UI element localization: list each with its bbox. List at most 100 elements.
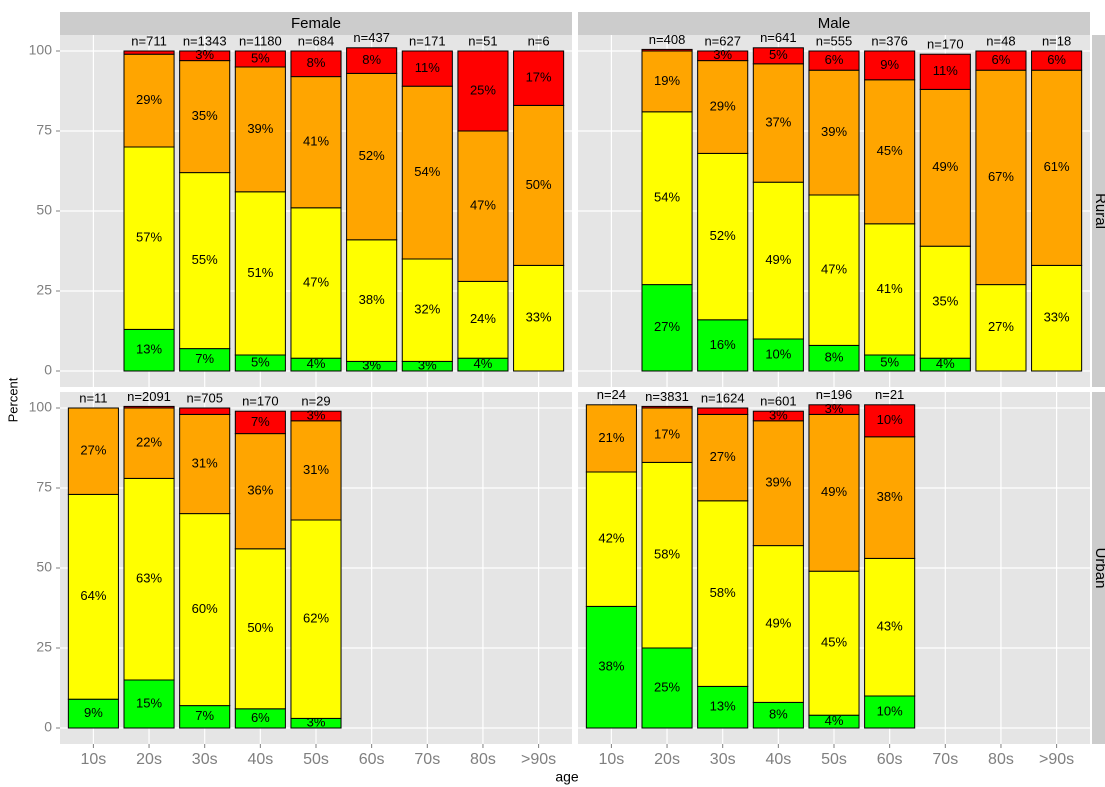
data-label: 47% (821, 262, 847, 277)
data-label: 50% (247, 620, 273, 635)
bar-segment (864, 79, 916, 225)
data-label: 8% (825, 350, 844, 365)
n-label: n=1180 (239, 33, 282, 48)
bar-segment (641, 405, 693, 409)
bar-segment (290, 519, 342, 719)
data-label: 9% (84, 705, 103, 720)
x-tick-label: 30s (710, 751, 736, 768)
data-label: 7% (195, 708, 214, 723)
data-label: 13% (136, 342, 162, 357)
n-label: n=29 (301, 394, 330, 409)
data-label: 4% (307, 356, 326, 371)
bar-segment (290, 207, 342, 359)
bar-segment (234, 50, 286, 68)
data-label: 25% (470, 82, 496, 97)
bar-segment (697, 50, 749, 62)
bar-segment (919, 53, 971, 90)
data-label: 35% (932, 294, 958, 309)
bar-segment (67, 407, 119, 495)
data-label: 31% (192, 455, 218, 470)
y-tick-label: 0 (44, 719, 52, 735)
bar-segment (752, 338, 804, 372)
bar-segment (697, 152, 749, 321)
data-label: 22% (136, 435, 162, 450)
data-label: 13% (710, 699, 736, 714)
x-tick-label: >90s (1039, 751, 1074, 768)
data-label: 6% (251, 710, 270, 725)
bar-segment (123, 328, 175, 372)
n-label: n=24 (597, 387, 626, 402)
n-label: n=705 (186, 390, 223, 405)
bar-segment (808, 413, 860, 572)
bar-segment (234, 548, 286, 710)
x-tick-label: 60s (359, 751, 385, 768)
data-label: 27% (710, 449, 736, 464)
data-label: 27% (988, 319, 1014, 334)
data-label: 9% (880, 57, 899, 72)
bar-segment (752, 63, 804, 183)
data-label: 31% (303, 462, 329, 477)
data-label: 33% (1044, 310, 1070, 325)
n-label: n=1343 (183, 33, 227, 48)
bar-segment (234, 410, 286, 435)
data-label: 61% (1044, 159, 1070, 174)
bar-segment (975, 50, 1027, 71)
x-tick-label: 60s (877, 751, 903, 768)
data-label: 11% (933, 63, 958, 78)
data-label: 57% (136, 230, 162, 245)
data-label: 10% (765, 346, 791, 361)
y-tick-label: 25 (36, 282, 52, 298)
data-label: 4% (936, 356, 955, 371)
bar-segment (401, 85, 453, 260)
bar-segment (179, 407, 231, 415)
data-label: 3% (769, 407, 788, 422)
data-label: 29% (136, 92, 162, 107)
data-label: 15% (136, 695, 162, 710)
data-label: 7% (251, 414, 270, 429)
data-label: 37% (765, 114, 791, 129)
n-label: n=196 (816, 387, 853, 402)
data-label: 64% (80, 588, 106, 603)
bar-segment (864, 557, 916, 697)
data-label: 16% (710, 337, 736, 352)
bar-segment (808, 194, 860, 346)
bar-segment (123, 477, 175, 681)
bar-segment (585, 404, 637, 473)
bar-segment (290, 410, 342, 422)
data-label: 55% (192, 252, 218, 267)
bar-segment (808, 50, 860, 71)
bar-segment (1031, 69, 1083, 266)
data-label: 39% (821, 124, 847, 139)
data-label: 19% (654, 73, 680, 88)
bar-segment (697, 413, 749, 502)
data-label: 32% (414, 302, 440, 317)
n-label: n=11 (79, 390, 107, 405)
y-tick-label: 50 (36, 202, 52, 218)
data-label: 5% (769, 47, 788, 62)
bar-segment (346, 72, 398, 241)
data-label: 8% (769, 707, 788, 722)
data-label: 10% (877, 412, 903, 427)
bar-segment (123, 146, 175, 330)
bar-segment (752, 545, 804, 703)
facet-label: Urban (1092, 548, 1105, 589)
bar-segment (585, 471, 637, 607)
n-label: n=627 (704, 33, 741, 48)
bar-segment (641, 48, 693, 52)
data-label: 10% (877, 703, 903, 718)
data-label: 39% (765, 475, 791, 490)
bar-segment (641, 111, 693, 286)
data-label: 62% (303, 611, 329, 626)
data-label: 49% (932, 159, 958, 174)
x-tick-label: 10s (80, 751, 106, 768)
x-tick-label: 20s (654, 751, 680, 768)
bar-segment (864, 223, 916, 356)
data-label: 45% (821, 635, 847, 650)
n-label: n=21 (875, 387, 904, 402)
data-label: 3% (307, 407, 326, 422)
bar-segment (123, 679, 175, 729)
n-label: n=170 (242, 394, 279, 409)
data-label: 24% (470, 311, 496, 326)
facet-label: Male (818, 15, 851, 32)
bar-segment (641, 461, 693, 649)
